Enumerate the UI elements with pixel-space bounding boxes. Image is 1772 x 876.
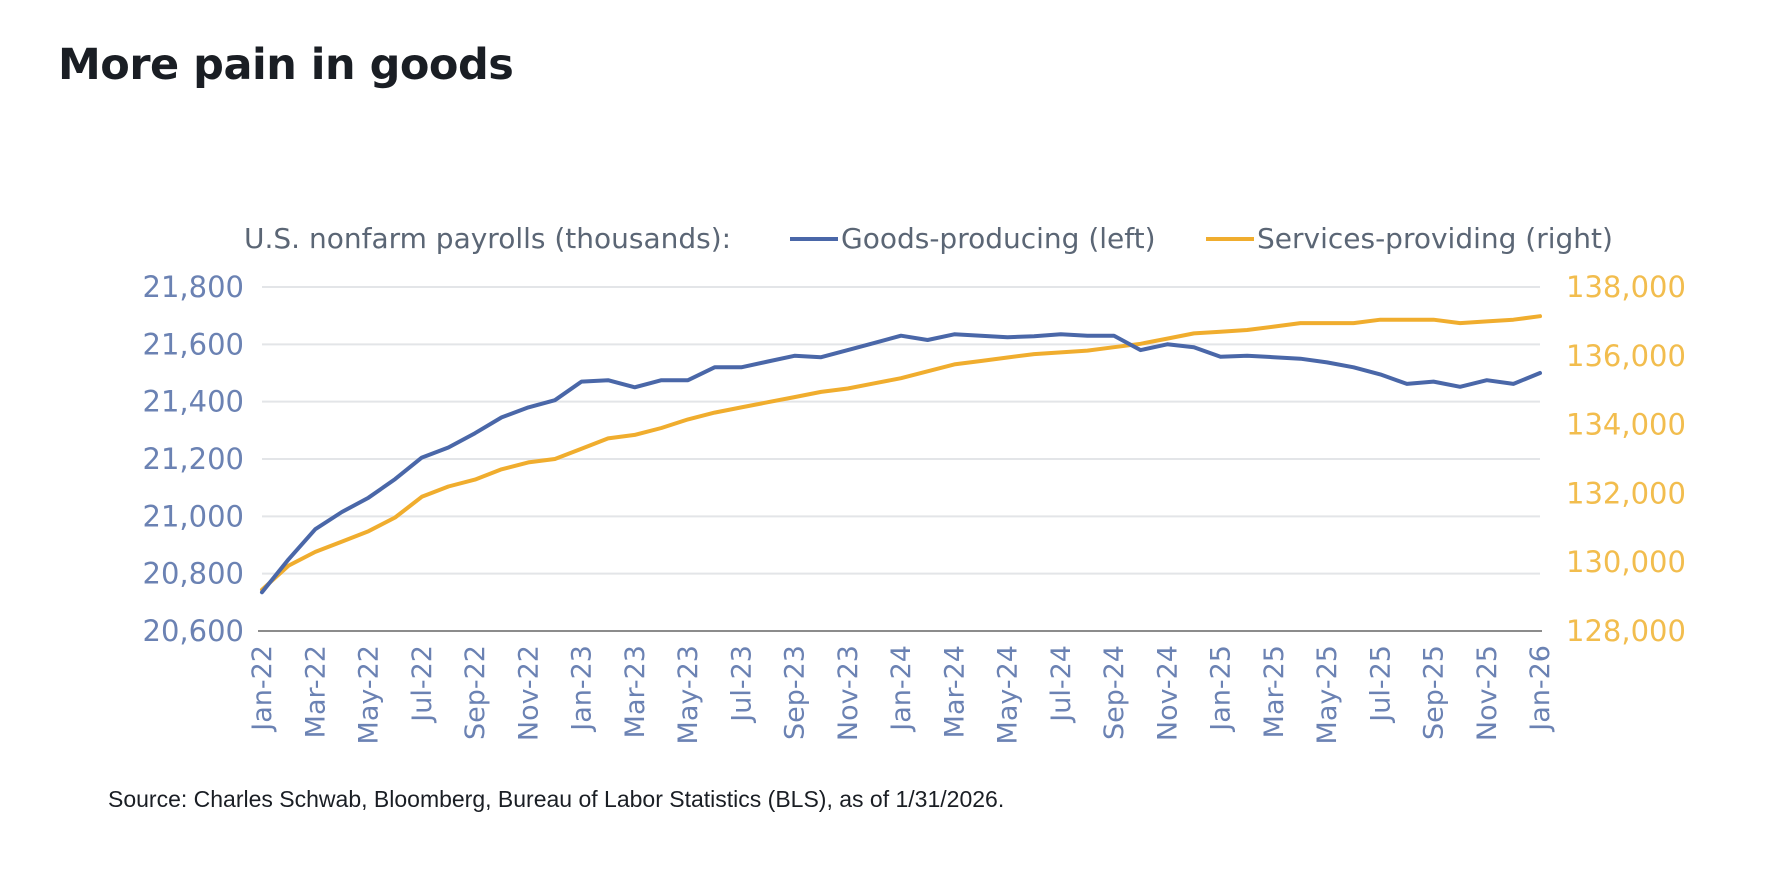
legend-services-label: Services-providing (right) [1257, 222, 1613, 255]
legend-title: U.S. nonfarm payrolls (thousands): [244, 222, 731, 255]
right-axis-tick-label: 138,000 [1566, 270, 1686, 304]
services-providing-line [260, 314, 1542, 592]
left-axis-tick-label: 20,600 [143, 614, 244, 648]
x-axis-tick-label: Nov-23 [833, 645, 864, 741]
x-axis-tick-label: Jan-25 [1206, 645, 1237, 733]
left-axis-tick-label: 20,800 [143, 557, 244, 591]
left-axis-tick-label: 21,600 [143, 327, 244, 361]
x-axis-tick-label: Nov-24 [1152, 645, 1183, 741]
x-axis-tick-label: Jan-26 [1525, 645, 1556, 733]
x-axis-tick-label: Jul-25 [1365, 645, 1396, 724]
x-axis-tick-label: Jul-22 [407, 645, 438, 724]
x-axis-ticks: Jan-22 Mar-22 May-22 Jul-22 Sep-22 Nov-22 Jan-… [247, 645, 1556, 744]
x-axis-tick-label: May-24 [993, 645, 1024, 744]
x-axis-tick-label: Jul-23 [726, 645, 757, 724]
page-title: More pain in goods [58, 40, 514, 90]
x-axis-tick-label: Mar-23 [620, 645, 651, 738]
legend-goods-label: Goods-producing (left) [841, 222, 1156, 255]
series-lines [260, 314, 1542, 595]
x-axis-tick-label: Jan-22 [247, 645, 278, 733]
x-axis-tick-label: Sep-22 [460, 645, 491, 740]
gridlines [262, 286, 1540, 575]
x-axis-tick-label: Jan-23 [567, 645, 598, 733]
right-axis-tick-label: 136,000 [1566, 339, 1686, 373]
right-axis-tick-label: 134,000 [1566, 408, 1686, 442]
source-note: Source: Charles Schwab, Bloomberg, Burea… [108, 786, 1005, 812]
goods-producing-line [260, 332, 1542, 595]
right-axis-ticks: 128,000 130,000 132,000 134,000 136,000 138,0… [1566, 270, 1686, 648]
x-axis-tick-label: Nov-22 [513, 645, 544, 741]
x-axis-tick-label: Mar-25 [1259, 645, 1290, 738]
x-axis-tick-label: May-23 [673, 645, 704, 744]
left-axis-tick-label: 21,000 [143, 499, 244, 533]
x-axis-tick-label: Sep-25 [1419, 645, 1450, 740]
left-axis-tick-label: 21,800 [143, 270, 244, 304]
x-axis-tick-label: Nov-25 [1472, 645, 1503, 741]
right-axis-tick-label: 130,000 [1566, 545, 1686, 579]
left-axis-ticks: 20,600 20,800 21,000 21,200 21,400 21,600 21,8… [143, 270, 244, 648]
chart-legend: U.S. nonfarm payrolls (thousands): Goods… [244, 222, 1613, 255]
x-axis-tick-label: May-25 [1312, 645, 1343, 744]
x-axis-tick-label: Mar-22 [300, 645, 331, 738]
x-axis-tick-label: May-22 [354, 645, 385, 744]
x-axis-tick-label: Sep-24 [1099, 645, 1130, 740]
left-axis-tick-label: 21,400 [143, 385, 244, 419]
left-axis-tick-label: 21,200 [143, 442, 244, 476]
x-axis-tick-label: Mar-24 [939, 645, 970, 738]
x-axis-tick-label: Jan-24 [886, 645, 917, 733]
x-axis-tick-label: Sep-23 [780, 645, 811, 740]
right-axis-tick-label: 132,000 [1566, 476, 1686, 510]
right-axis-tick-label: 128,000 [1566, 614, 1686, 648]
x-axis-tick-label: Jul-24 [1046, 645, 1077, 724]
